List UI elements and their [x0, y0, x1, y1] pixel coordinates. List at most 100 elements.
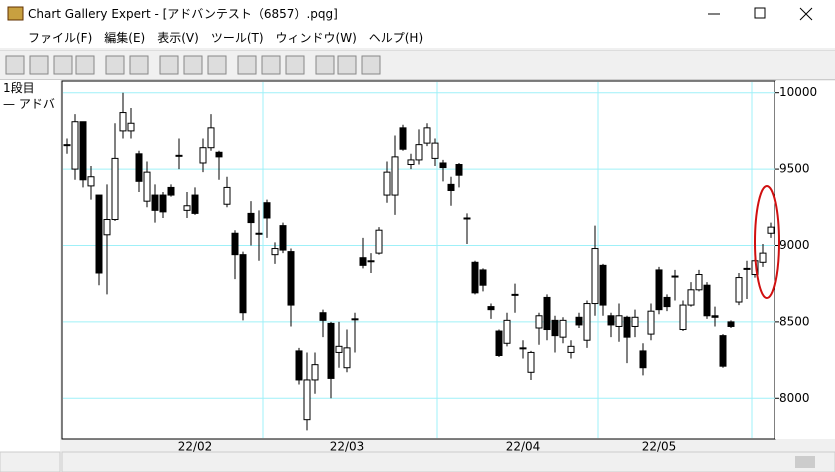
- close[interactable]: [799, 7, 813, 21]
- highlight-circle: [754, 185, 780, 299]
- candle-body: [95, 194, 103, 274]
- candle-body: [407, 159, 415, 166]
- candle-body: [583, 303, 591, 341]
- candle-body: [191, 194, 199, 214]
- candle-body: [319, 312, 327, 321]
- pane-label: 1段目: [3, 81, 35, 95]
- candle-body: [631, 316, 639, 327]
- toolbar: [0, 50, 835, 80]
- candle-body: [111, 157, 119, 221]
- candle-body: [727, 321, 735, 327]
- candle-body: [431, 142, 439, 159]
- candle-body: [103, 219, 111, 236]
- y-tick-label: 8000: [779, 391, 810, 405]
- menu-item[interactable]: ファイル(F): [28, 31, 93, 45]
- candle-body: [703, 284, 711, 317]
- candle-body: [719, 335, 727, 367]
- candle-body: [767, 226, 775, 234]
- candle-body: [183, 205, 191, 211]
- candle-body: [687, 289, 695, 306]
- candle-body: [143, 171, 151, 202]
- candle-body: [495, 330, 503, 356]
- candle-body: [255, 232, 263, 235]
- candle-body: [231, 232, 239, 256]
- y-tick-label: 9000: [779, 238, 810, 252]
- candle-body: [551, 319, 559, 337]
- candle-body: [167, 186, 175, 196]
- candle-body: [535, 315, 543, 329]
- candle-body: [599, 264, 607, 306]
- candle-body: [119, 112, 127, 132]
- candle-body: [647, 310, 655, 335]
- candle-body: [239, 254, 247, 314]
- menu-item[interactable]: 表示(V): [157, 31, 199, 45]
- candle-body: [391, 156, 399, 196]
- menu-item[interactable]: ツール(T): [210, 31, 264, 45]
- menu-bar: ファイル(F) 編集(E) 表示(V) ツール(T) ウィンドウ(W) ヘルプ(H): [0, 28, 835, 48]
- y-tick-label: 10000: [779, 85, 817, 99]
- candle-body: [367, 260, 375, 263]
- side-scrollbar[interactable]: [0, 451, 61, 472]
- x-tick-label: 22/05: [642, 440, 677, 454]
- candle-body: [463, 217, 471, 220]
- candle-body: [71, 121, 79, 170]
- candle-body: [375, 229, 383, 254]
- axis-area: [775, 81, 835, 439]
- candle-body: [135, 153, 143, 182]
- candle-body: [543, 296, 551, 331]
- window-controls[interactable]: [695, 0, 835, 28]
- candle-body: [663, 296, 671, 308]
- menu-item[interactable]: 編集(E): [104, 31, 146, 45]
- menu-item[interactable]: ウィンドウ(W): [275, 31, 357, 45]
- candle-body: [303, 379, 311, 421]
- candle-body: [575, 316, 583, 326]
- candle-body: [511, 293, 519, 296]
- candle-body: [759, 252, 767, 263]
- candle-body: [471, 261, 479, 294]
- candle-body: [743, 267, 751, 270]
- candle-body: [223, 186, 231, 205]
- candle-body: [159, 194, 167, 213]
- candle-body: [63, 144, 71, 147]
- x-tick-label: 22/02: [178, 440, 213, 454]
- candle-body: [711, 315, 719, 318]
- y-tick-label: 8500: [779, 314, 810, 328]
- month-grid: [262, 82, 753, 438]
- menu-item[interactable]: ヘルプ(H): [368, 31, 424, 45]
- candle-body: [279, 225, 287, 251]
- x-tick-label: 22/04: [506, 440, 541, 454]
- candle-body: [175, 154, 183, 157]
- window-title: Chart Gallery Expert - [アドバンテスト（6857）.pq…: [28, 7, 338, 21]
- candle-body: [399, 127, 407, 150]
- candle-body: [623, 316, 631, 338]
- candle-body: [247, 212, 255, 224]
- h-scrollbar[interactable]: [61, 451, 835, 472]
- candle-body: [567, 345, 575, 353]
- maximize[interactable]: [754, 7, 766, 19]
- candle-body: [591, 248, 599, 305]
- y-tick-label: 9500: [779, 162, 810, 176]
- candle-body: [559, 319, 567, 338]
- candle-body: [695, 274, 703, 291]
- candle-body: [479, 269, 487, 286]
- candle-body: [199, 147, 207, 164]
- candle-body: [527, 351, 535, 373]
- candle-body: [439, 162, 447, 169]
- candle-body: [519, 347, 527, 350]
- candle-body: [455, 164, 463, 176]
- scroll-thumb[interactable]: [795, 456, 815, 468]
- candle-body: [447, 183, 455, 191]
- candle-body: [679, 304, 687, 331]
- x-tick-label: 22/03: [330, 440, 365, 454]
- candle-body: [263, 202, 271, 219]
- candle-body: [327, 322, 335, 379]
- toolbar-icons[interactable]: [0, 51, 400, 79]
- candle-body: [735, 277, 743, 303]
- candle-body: [215, 151, 223, 158]
- candle-body: [487, 306, 495, 311]
- candle-body: [295, 350, 303, 381]
- candle-body: [151, 194, 159, 211]
- side-panel: 1段目 — アドバ: [0, 80, 60, 452]
